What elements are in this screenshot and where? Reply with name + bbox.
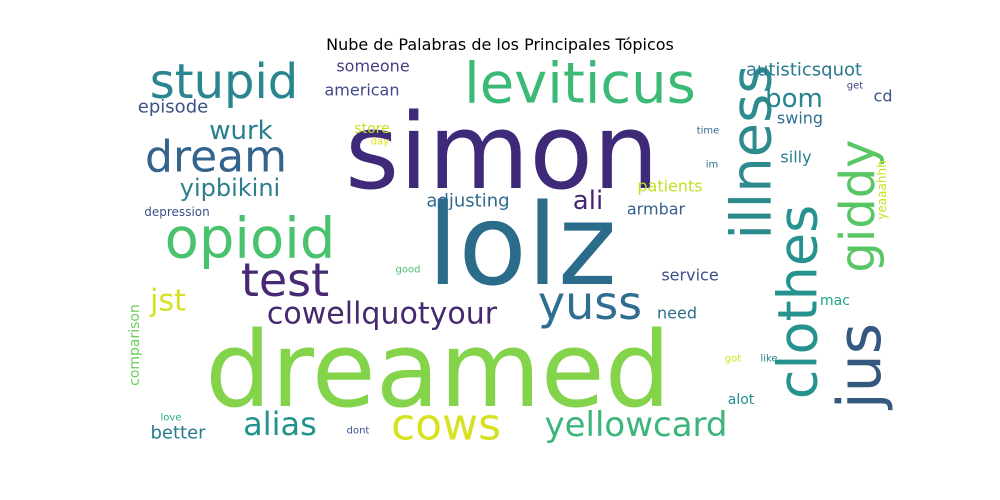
word-autisticsquot: autisticsquot (746, 60, 862, 81)
word-dream: dream (145, 132, 287, 183)
word-american: american (325, 81, 400, 100)
word-cows: cows (391, 400, 501, 451)
word-better: better (150, 423, 206, 444)
word-jst: jst (149, 284, 186, 319)
word-comparison: comparison (127, 304, 143, 386)
word-alias: alias (243, 405, 317, 443)
word-mac: mac (820, 293, 850, 309)
word-time: time (697, 126, 720, 137)
word-like: like (760, 354, 777, 365)
word-jus: jus (825, 323, 895, 411)
word-yeaaahhh: yeaaahhh (875, 160, 889, 219)
word-alot: alot (728, 392, 755, 408)
word-yipbikini: yipbikini (180, 174, 280, 202)
word-adjusting: adjusting (426, 191, 509, 212)
word-good: good (396, 265, 421, 276)
word-dont: dont (347, 426, 370, 437)
word-giddy: giddy (830, 139, 886, 272)
word-ali: ali (573, 186, 603, 216)
word-lolz: lolz (427, 181, 617, 311)
word-cd: cd (874, 87, 893, 106)
word-episode: episode (138, 97, 208, 118)
word-yuss: yuss (538, 276, 642, 330)
word-someone: someone (336, 57, 409, 76)
word-test: test (241, 253, 329, 307)
word-armbar: armbar (627, 200, 686, 219)
word-day: day (371, 137, 389, 148)
word-yellowcard: yellowcard (544, 405, 727, 445)
word-clothes: clothes (767, 205, 830, 399)
word-depression: depression (144, 205, 209, 219)
word-need: need (657, 304, 697, 323)
word-leviticus: leviticus (464, 52, 696, 117)
word-stupid: stupid (150, 54, 299, 110)
word-cowellquotyour: cowellquotyour (267, 297, 498, 332)
word-store: store (354, 121, 389, 137)
chart-title: Nube de Palabras de los Principales Tópi… (326, 35, 674, 54)
word-wurk: wurk (209, 116, 273, 146)
word-love: love (161, 413, 182, 424)
word-opioid: opioid (165, 207, 336, 272)
word-simon: simon (345, 91, 659, 213)
word-bom: bom (765, 84, 823, 114)
word-got: got (725, 354, 741, 365)
word-illness: illness (720, 65, 785, 240)
word-swing: swing (777, 109, 823, 128)
word-get: get (847, 81, 864, 92)
word-service: service (661, 266, 718, 285)
word-patients: patients (637, 177, 702, 196)
word-im: im (706, 160, 719, 171)
word-silly: silly (780, 148, 811, 167)
word-dreamed: dreamed (205, 309, 671, 431)
